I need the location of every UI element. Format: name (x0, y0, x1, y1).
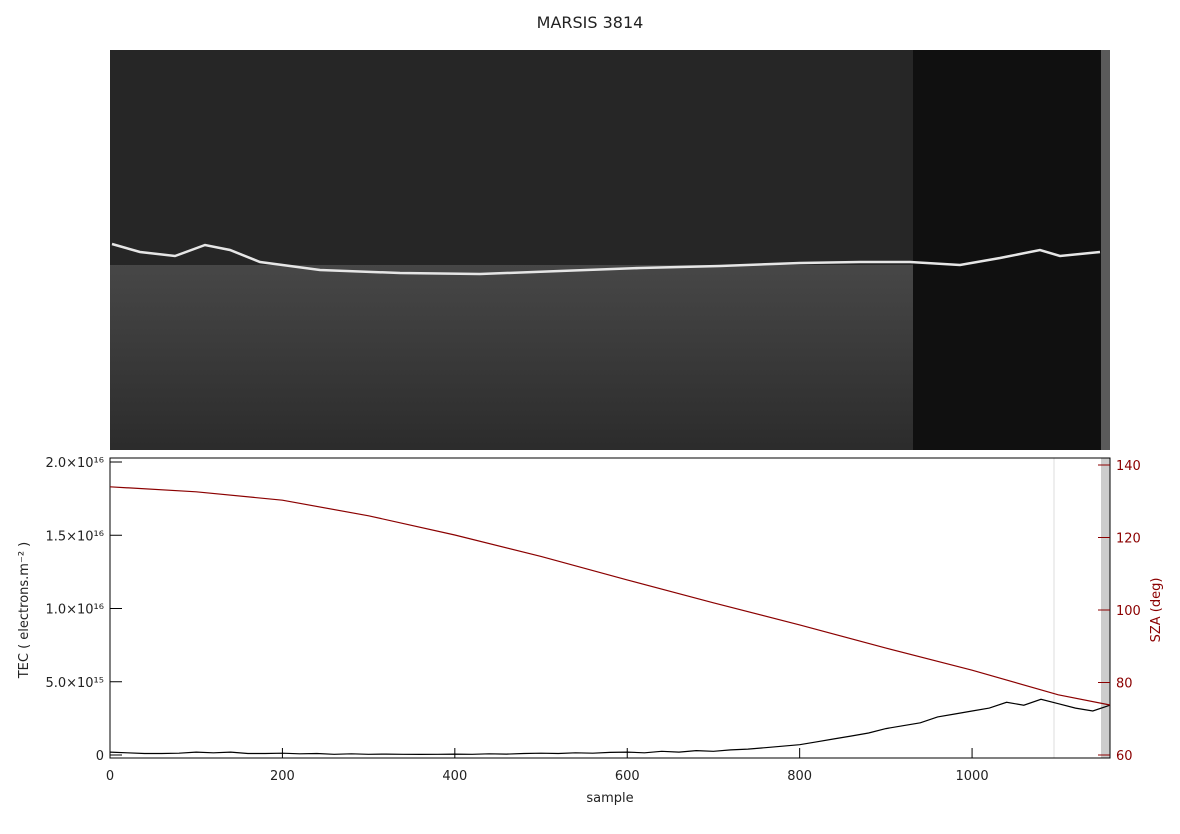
chart-title: MARSIS 3814 (537, 13, 644, 32)
shade (1101, 458, 1110, 758)
y-tick-label: 1.0×10¹⁶ (45, 603, 104, 618)
y-tick-label: 2.0×10¹⁶ (45, 456, 104, 471)
y2-tick-label: 60 (1116, 749, 1133, 764)
y2-tick-label: 100 (1116, 604, 1141, 619)
y2-tick-label: 140 (1116, 459, 1141, 474)
y2-tick-label: 120 (1116, 532, 1141, 547)
series-line (109, 486, 1111, 706)
x-tick-label: 600 (615, 769, 640, 784)
x-axis-label: sample (586, 791, 633, 806)
series-line (109, 698, 1111, 756)
x-tick-label: 400 (442, 769, 467, 784)
y2-axis-label: SZA (deg) (1149, 578, 1164, 643)
x-tick-label: 1000 (956, 769, 989, 784)
x-tick-label: 800 (787, 769, 812, 784)
radargram (110, 50, 1110, 450)
x-tick-label: 0 (106, 769, 114, 784)
y2-tick-label: 80 (1116, 677, 1133, 692)
x-tick-label: 200 (270, 769, 295, 784)
y-tick-label: 1.5×10¹⁶ (45, 529, 104, 544)
y-tick-label: 0 (96, 749, 104, 764)
y-tick-label: 5.0×10¹⁵ (45, 676, 104, 691)
y-axis-label: TEC ( electrons.m⁻² ) (17, 542, 32, 680)
